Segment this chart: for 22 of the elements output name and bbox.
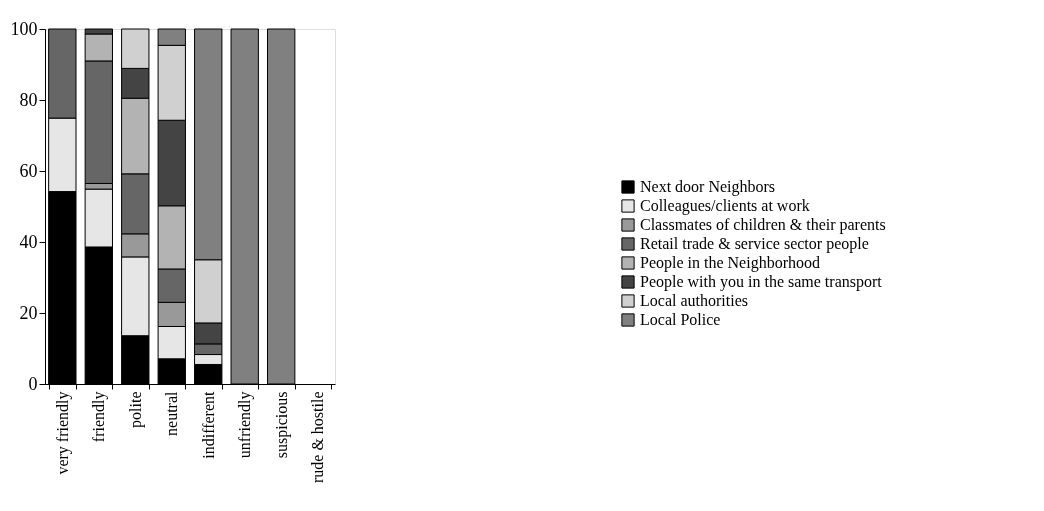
legend-label: People with you in the same transport	[640, 273, 883, 291]
x-tick-label: neutral	[163, 390, 181, 436]
legend-label: Local Police	[640, 311, 721, 328]
x-tick-label: friendly	[90, 391, 109, 443]
legend-label: Local authorities	[640, 292, 748, 309]
legend-label: Colleagues/clients at work	[640, 197, 810, 215]
x-tick-label: unfriendly	[236, 391, 255, 459]
y-tick-label: 80	[19, 89, 38, 110]
legend-label: Next door Neighbors	[640, 178, 776, 196]
x-tick-label: indifferent	[199, 390, 217, 459]
legend-label: Retail trade & service sector people	[640, 235, 869, 253]
y-tick-label: 60	[19, 160, 38, 181]
legend-label: Classmates of children & their parents	[640, 216, 886, 234]
x-tick-label: polite	[126, 391, 145, 428]
legend-label: People in the Neighborhood	[640, 254, 820, 272]
x-tick-label: rude & hostile	[309, 391, 327, 484]
x-tick-label: very friendly	[53, 391, 72, 475]
y-tick-label: 100	[10, 18, 38, 39]
y-tick-label: 0	[28, 373, 38, 394]
x-tick-label: suspicious	[272, 391, 291, 459]
y-tick-label: 20	[19, 302, 38, 323]
y-tick-label: 40	[19, 231, 38, 252]
